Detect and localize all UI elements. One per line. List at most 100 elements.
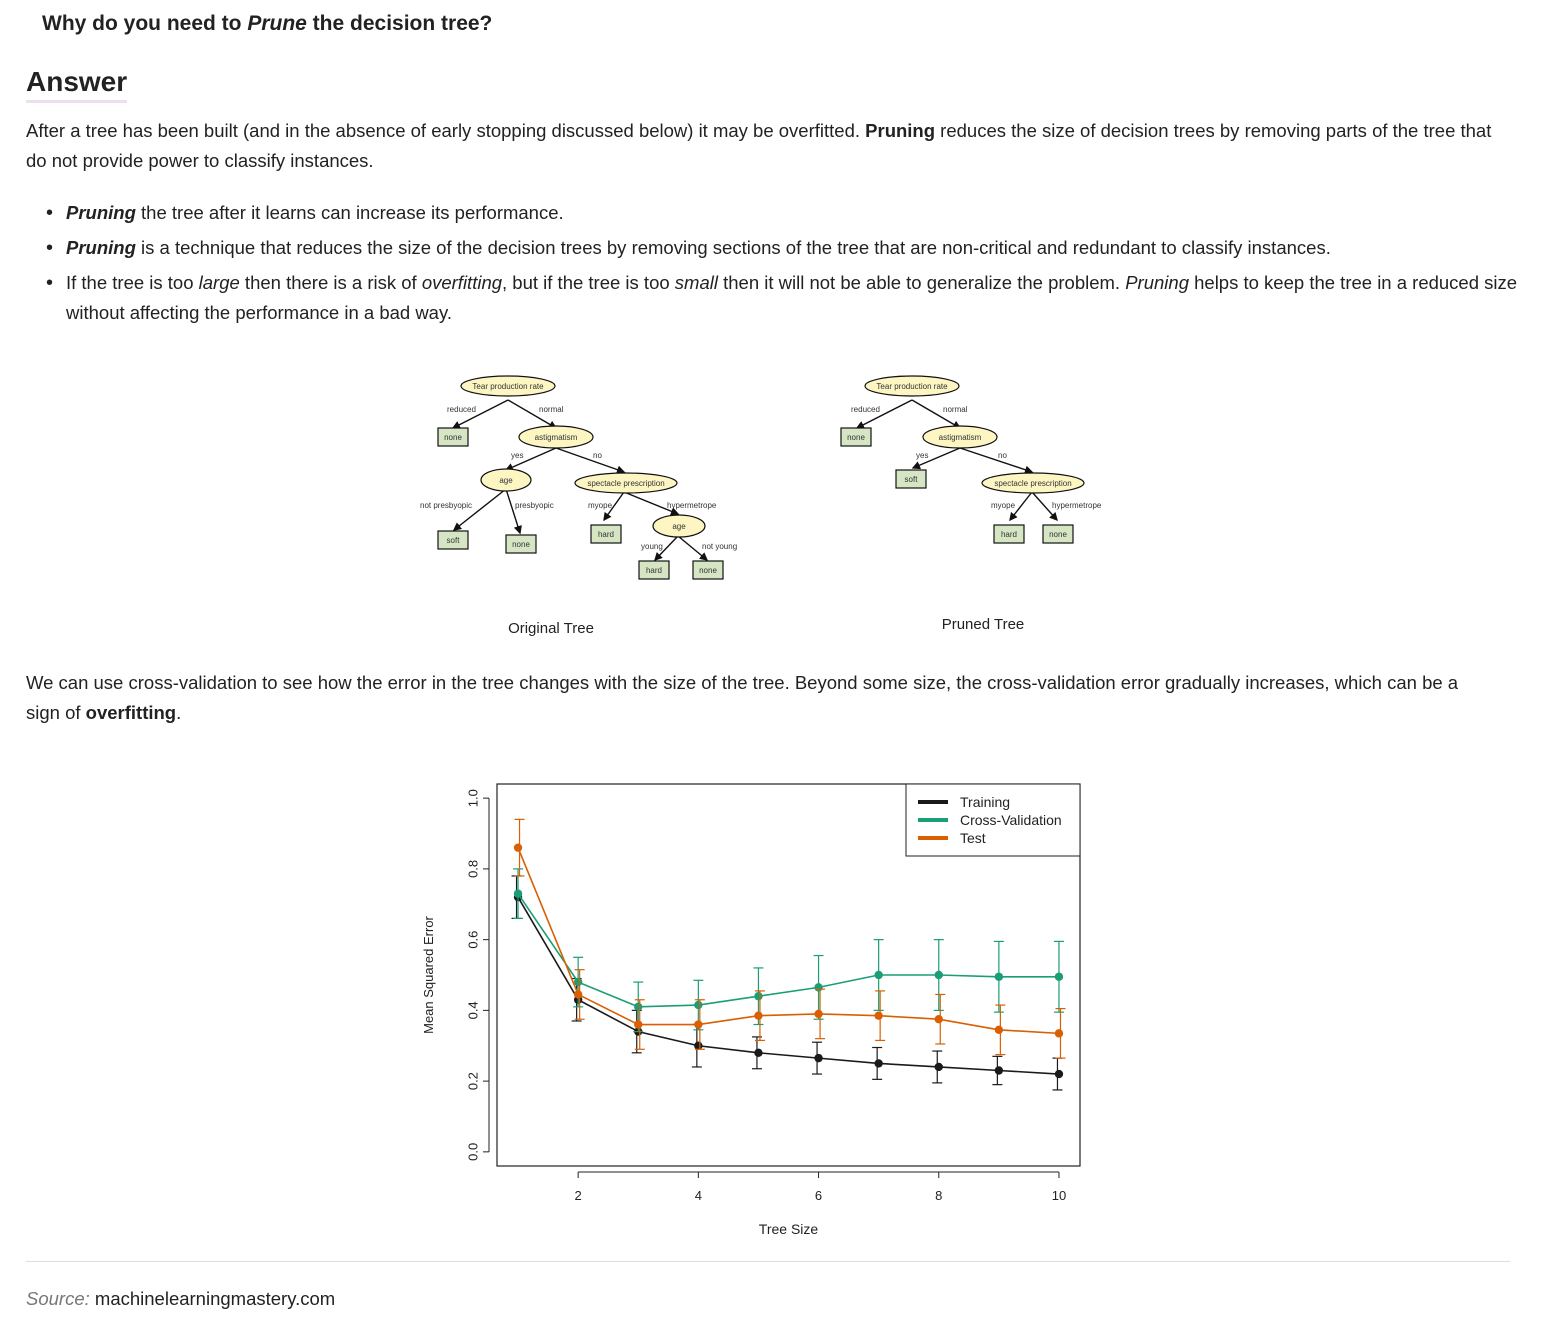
pruned-tree-node-labels: Tear production rate astigmatism spectac…: [847, 382, 1072, 539]
y-tick-label: 0.0: [466, 1143, 481, 1161]
list-item: If the tree is too large then there is a…: [46, 268, 1544, 328]
data-point: [754, 992, 763, 1001]
leaf-none-1: [437, 427, 469, 447]
pruned-leaf-hard: [993, 524, 1025, 544]
leaf-label-hard-1: hard: [598, 530, 614, 539]
source-text: machinelearningmastery.com: [89, 1288, 336, 1309]
cv-paragraph: We can use cross-validation to see how t…: [26, 668, 1496, 728]
cv-text-a: We can use cross-validation to see how t…: [26, 672, 1459, 723]
data-point: [1054, 972, 1064, 981]
source-label: Source:: [26, 1288, 90, 1309]
legend-label: Training: [960, 794, 1010, 810]
pruned-node-label-astigmatism: astigmatism: [939, 433, 982, 442]
node-label-age-2: age: [672, 522, 686, 531]
data-point: [814, 983, 823, 992]
leaf-hard-1: [590, 524, 622, 544]
node-label-spectacle: spectacle prescription: [587, 479, 664, 488]
bullet-3-large: large: [198, 272, 240, 293]
data-point: [994, 1025, 1004, 1035]
leaf-soft: [437, 530, 469, 550]
data-point: [934, 1062, 943, 1072]
pruned-leaf-label-soft: soft: [905, 475, 919, 484]
series-cross-validation: [513, 868, 1064, 1033]
node-label-astigmatism: astigmatism: [535, 433, 578, 442]
intro-text-c: reduces the size of decision trees by re…: [26, 120, 1492, 171]
leaf-label-hard-2: hard: [646, 566, 662, 575]
list-item: Pruning the tree after it learns can inc…: [46, 198, 1544, 228]
x-axis: 2 4 6 8 10: [575, 1171, 1066, 1203]
x-tick-label: 6: [815, 1188, 822, 1203]
series-line-test: [517, 847, 1060, 1035]
data-point: [573, 990, 583, 999]
pruned-leaf-none-1: [840, 427, 872, 447]
cv-text-c: .: [176, 702, 182, 723]
x-tick-label: 10: [1052, 1188, 1066, 1203]
bullet-2-pruning: Pruning: [66, 237, 136, 258]
leaf-none-2: [505, 534, 537, 554]
original-tree-caption: Original Tree: [508, 620, 594, 637]
leaf-none-3: [692, 560, 724, 580]
pruned-edge-label-reduced: reduced: [851, 405, 880, 414]
decision-tree-figure: reduced normal yes no not presbyopic pre…: [420, 375, 1102, 637]
node-tear-production: [460, 375, 556, 397]
y-axis-label: Mean Squared Error: [421, 915, 436, 1033]
data-point: [754, 1011, 763, 1020]
y-tick-label: 0.8: [466, 860, 481, 878]
pruned-node-astigmatism: [922, 425, 998, 449]
data-point: [694, 1000, 703, 1010]
pruned-tree-caption: Pruned Tree: [942, 616, 1025, 633]
data-point: [874, 970, 883, 980]
bullet-3-a: If the tree is too: [66, 272, 199, 293]
y-axis: 0.0 0.2 0.4 0.6 0.8 1.0: [466, 789, 490, 1161]
pruned-tree-edge-labels: reduced normal yes no myope hypermetrope: [851, 405, 1102, 510]
y-tick-label: 0.2: [466, 1072, 481, 1090]
question-heading: Why do you need to Prune the decision tr…: [42, 12, 492, 36]
data-point: [634, 1002, 643, 1012]
pruned-node-tear: [864, 375, 960, 397]
data-point: [934, 1015, 943, 1024]
edge-label-not-young: not young: [702, 542, 737, 551]
source-line: Source: machinelearningmastery.com: [26, 1288, 335, 1310]
pruned-leaf-label-none-2: none: [1049, 530, 1067, 539]
x-axis-label: Tree Size: [759, 1221, 819, 1237]
x-tick-label: 8: [935, 1188, 942, 1203]
pruned-edge-label-normal: normal: [943, 405, 968, 414]
data-point: [754, 1048, 763, 1058]
bullet-3-i: helps to keep the tree in a reduced size…: [66, 272, 1518, 323]
bullet-3-small: small: [674, 272, 718, 293]
y-tick-label: 0.4: [466, 1001, 481, 1019]
data-point: [994, 1066, 1004, 1075]
data-point: [814, 1053, 823, 1063]
edge-label-yes: yes: [511, 451, 523, 460]
leaf-label-none-1: none: [444, 433, 462, 442]
series-test: [513, 818, 1066, 1059]
legend-label: Test: [960, 830, 986, 846]
data-point: [934, 970, 943, 980]
bullet-3-c: then there is a risk of: [239, 272, 422, 293]
pruned-leaf-label-none-1: none: [847, 433, 865, 442]
edge-label-young: young: [641, 542, 663, 551]
data-point: [513, 843, 523, 852]
bullet-3-overfitting: overfitting: [421, 272, 503, 293]
plot-frame: [496, 783, 1081, 1167]
error-chart: 0.0 0.2 0.4 0.6 0.8 1.0 2 4 6 8 10 Mean Squared E…: [421, 783, 1081, 1237]
bullet-3-e: , but if the tree is too: [502, 272, 675, 293]
question-suffix: the decision tree?: [306, 12, 493, 35]
data-point: [1054, 1069, 1064, 1079]
data-point: [513, 889, 523, 898]
data-point: [573, 977, 583, 987]
edge-label-no: no: [593, 451, 602, 460]
x-tick-label: 2: [575, 1188, 582, 1203]
edge-label-not-presbyopic: not presbyopic: [420, 501, 472, 510]
leaf-label-none-3: none: [699, 566, 717, 575]
y-tick-label: 0.6: [466, 931, 481, 949]
series-line-training: [517, 896, 1060, 1075]
y-tick-label: 1.0: [466, 789, 481, 807]
cv-bold-overfitting: overfitting: [85, 702, 177, 723]
data-point: [874, 1011, 883, 1020]
edge-label-reduced: reduced: [447, 405, 476, 414]
original-tree-nodes: [437, 375, 724, 580]
data-point: [694, 1020, 703, 1029]
bullet-3-g: then it will not be able to generalize t…: [717, 272, 1126, 293]
leaf-label-none-2: none: [512, 540, 530, 549]
